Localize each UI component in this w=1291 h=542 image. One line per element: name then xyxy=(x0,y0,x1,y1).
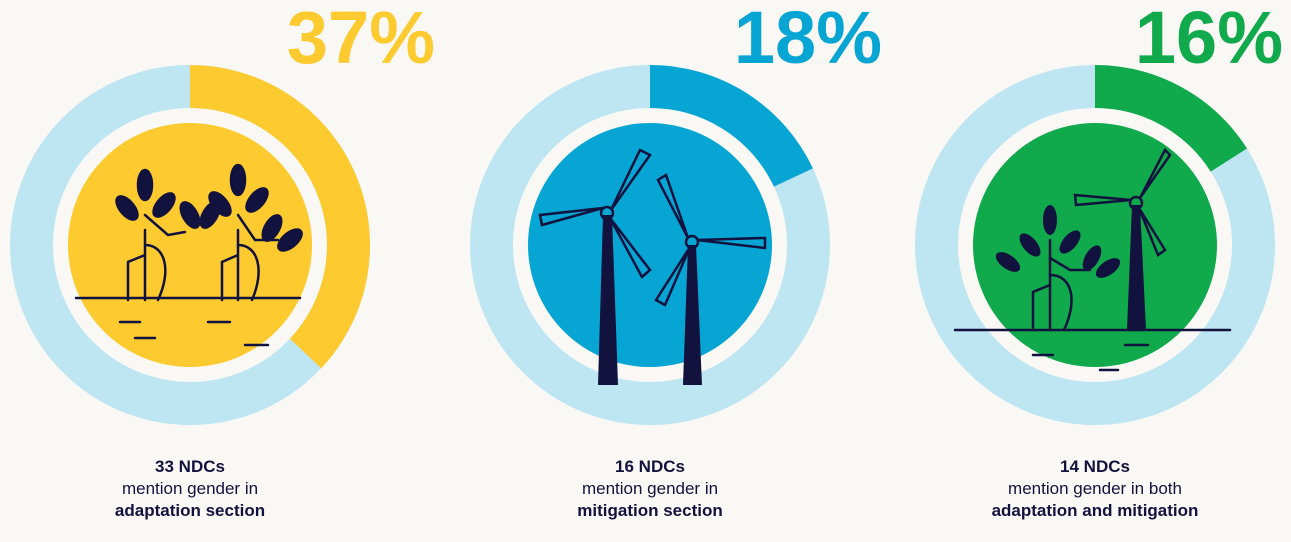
caption-emphasis: mitigation section xyxy=(577,501,722,520)
percent-label: 18% xyxy=(734,0,882,79)
caption: mention gender in xyxy=(122,479,258,498)
caption: mention gender in both xyxy=(1008,479,1182,498)
infographic: 37% 33 NDCs mention gender in adaptation se… xyxy=(0,0,1291,542)
count-label: 33 NDCs xyxy=(155,457,225,476)
count-label: 14 NDCs xyxy=(1060,457,1130,476)
count-label: 16 NDCs xyxy=(615,457,685,476)
percent-label: 37% xyxy=(287,0,435,79)
caption: mention gender in xyxy=(582,479,718,498)
caption-emphasis: adaptation and mitigation xyxy=(992,501,1199,520)
percent-label: 16% xyxy=(1135,0,1283,79)
caption-emphasis: adaptation section xyxy=(115,501,265,520)
inner-disk xyxy=(68,123,312,367)
